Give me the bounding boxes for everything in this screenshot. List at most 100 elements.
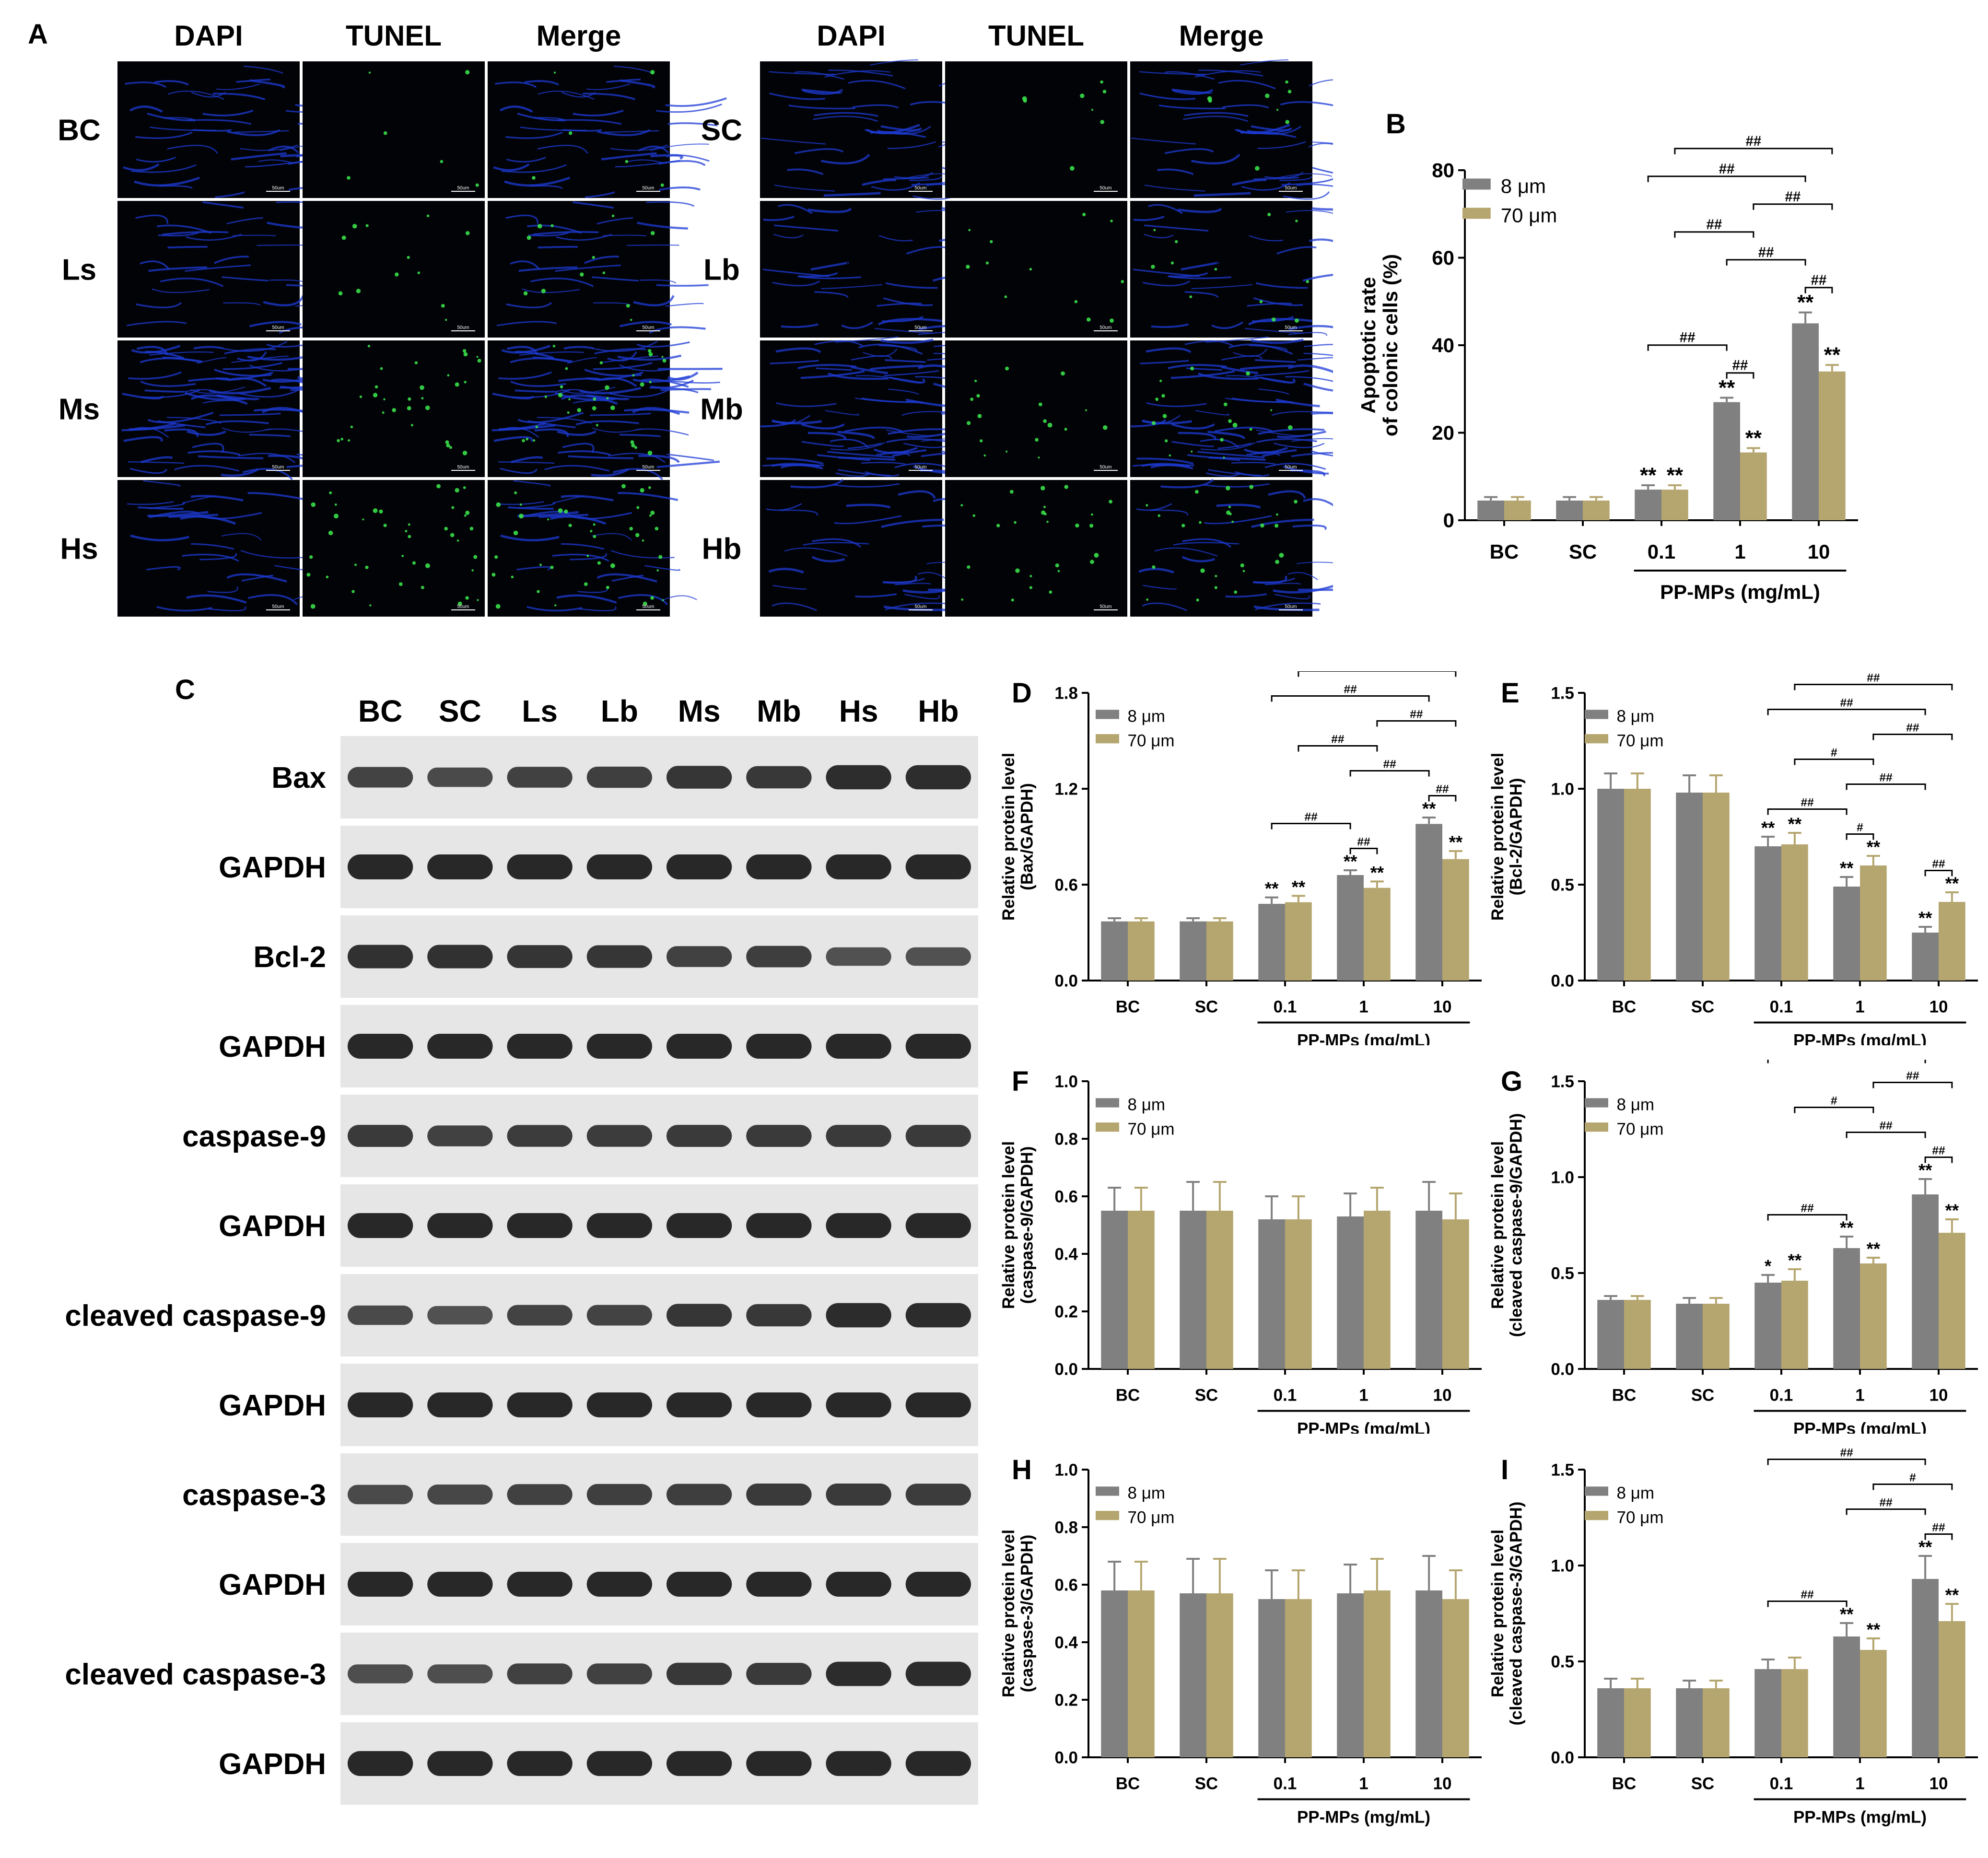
nuclei-stain: [568, 455, 634, 459]
blot-band: [746, 1125, 812, 1147]
tunel-signal: [541, 289, 546, 293]
bar-8um: [1180, 921, 1206, 981]
significance-mark: **: [1788, 814, 1802, 834]
tunel-signal: [374, 385, 378, 389]
nuclei-stain: [830, 442, 886, 451]
bar-8um: [1415, 1590, 1442, 1757]
nuclei-stain: [909, 176, 942, 181]
bar-8um: [1792, 323, 1819, 520]
comparison-label: ##: [1732, 358, 1748, 374]
nuclei-stain: [788, 105, 855, 110]
nuclei-stain: [1274, 443, 1325, 448]
blot-band: [905, 854, 971, 879]
comparison-label: ##: [1801, 796, 1814, 809]
scale-bar-label: 50um: [1285, 325, 1297, 330]
lane-label: Ls: [522, 694, 558, 728]
nuclei-stain: [624, 409, 690, 414]
blot-band: [347, 1213, 413, 1238]
nuclei-stain: [776, 402, 837, 407]
nuclei-stain: [768, 568, 804, 574]
significance-mark: **: [1840, 1218, 1854, 1238]
tunel-signal: [511, 575, 514, 579]
blot-band: [347, 1125, 413, 1147]
y-axis-label: (caspase-3/GAPDH): [1018, 1535, 1037, 1693]
tunel-signal: [408, 397, 411, 401]
nuclei-stain: [604, 130, 659, 133]
nuclei-stain: [147, 511, 209, 517]
blot-band: [427, 1213, 493, 1238]
blot-band: [666, 1484, 732, 1506]
nuclei-stain: [222, 276, 269, 282]
tunel-signal: [974, 379, 977, 383]
nuclei-stain: [214, 368, 272, 377]
tunel-signal: [1260, 523, 1264, 528]
tunel-signal: [421, 397, 424, 400]
tunel-signal: [625, 160, 629, 164]
blot-band: [347, 854, 413, 879]
bar-70um: [1740, 452, 1767, 520]
blot-band: [347, 1305, 413, 1325]
nuclei-stain: [495, 81, 537, 88]
nuclei-stain: [186, 594, 247, 604]
nuclei-stain: [125, 81, 167, 88]
nuclei-stain: [556, 594, 617, 604]
comparison-label: ##: [1758, 245, 1774, 260]
nuclei-stain: [1194, 70, 1261, 78]
tunel-signal: [640, 488, 644, 493]
blot-band: [746, 1034, 812, 1059]
nuclei-stain: [164, 428, 199, 437]
x-tick-label: SC: [1691, 998, 1715, 1017]
tunel-signal: [477, 359, 481, 363]
nuclei-stain: [1160, 479, 1214, 489]
tunel-signal: [1294, 500, 1298, 504]
y-tick-label: 0: [1443, 509, 1454, 532]
blot-band: [666, 1304, 732, 1327]
tunel-signal: [1080, 93, 1085, 98]
scale-bar-label: 50um: [1099, 325, 1111, 330]
panel-label-g: G: [1501, 1066, 1523, 1097]
bar-8um: [1754, 1669, 1781, 1757]
nuclei-stain: [185, 264, 251, 272]
nuclei-stain: [1183, 116, 1249, 122]
tunel-signal: [647, 451, 653, 456]
tunel-signal: [550, 224, 554, 227]
blot-band: [666, 1213, 732, 1238]
tunel-signal: [373, 508, 378, 513]
nuclei-stain: [904, 594, 940, 600]
tunel-signal: [1190, 366, 1194, 371]
nuclei-stain: [803, 89, 843, 95]
y-tick-label: 0.0: [1551, 1748, 1574, 1767]
scale-bar-label: 50um: [1099, 604, 1111, 609]
blot-band: [586, 1484, 653, 1506]
nuclei-stain: [883, 176, 929, 180]
nuclei-stain: [650, 143, 709, 152]
nuclei-stain: [513, 480, 551, 487]
bar-8um: [1101, 1590, 1128, 1757]
nuclei-stain: [617, 354, 682, 361]
nuclei-stain: [198, 455, 264, 459]
nuclei-stain: [874, 446, 918, 454]
nuclei-stain: [844, 426, 903, 432]
tunel-signal: [532, 176, 536, 180]
tunel-signal: [1110, 318, 1114, 323]
tunel-signal: [450, 533, 455, 538]
lane-label: Lb: [601, 694, 638, 728]
nuclei-stain: [611, 574, 643, 582]
x-tick-label: 0.1: [1770, 1386, 1793, 1405]
nuclei-stain: [814, 340, 864, 347]
column-header-2: Merge: [1179, 20, 1264, 52]
nuclei-stain: [538, 514, 589, 518]
nuclei-stain: [499, 105, 533, 113]
nuclei-stain: [136, 302, 182, 309]
row-label: Lb: [703, 254, 740, 287]
legend-swatch: [1096, 1122, 1119, 1132]
nuclei-stain: [807, 208, 852, 213]
bar-8um: [1912, 1194, 1939, 1369]
tunel-signal: [496, 502, 501, 507]
tunel-signal: [347, 176, 351, 180]
comparison-bracket: [1924, 1157, 1953, 1163]
bar-70um: [1442, 1219, 1469, 1369]
nuclei-stain: [1303, 383, 1333, 392]
legend-swatch: [1585, 710, 1608, 719]
tunel-signal: [568, 131, 573, 135]
